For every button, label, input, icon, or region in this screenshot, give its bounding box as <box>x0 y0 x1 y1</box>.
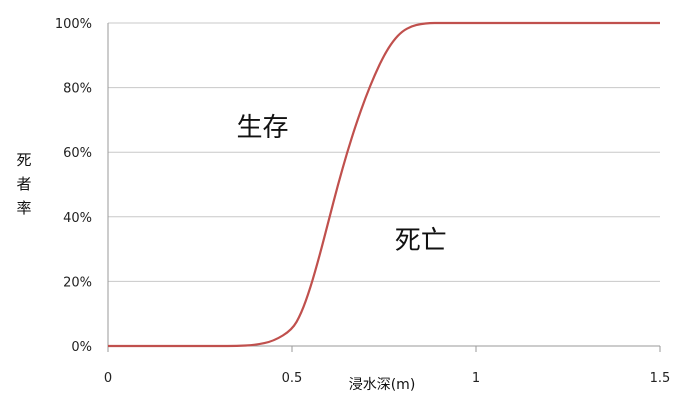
y-tick-label: 100% <box>55 17 92 32</box>
y-tick-label: 0% <box>71 340 92 355</box>
y-tick-label: 60% <box>63 146 92 161</box>
series-layer <box>108 21 660 348</box>
axes <box>107 23 661 352</box>
y-axis-title-char: 死 <box>16 151 31 169</box>
y-tick-label: 80% <box>63 82 92 97</box>
x-tick-label: 0.5 <box>282 371 303 386</box>
tick-labels: 0% 20% 40% 60% 80% 100% 0 0.5 1 1.5 <box>55 17 671 386</box>
x-tick-label: 0 <box>104 371 112 386</box>
y-axis-title-char: 者 <box>16 175 31 193</box>
y-tick-label: 40% <box>63 211 92 226</box>
x-tick-label: 1.5 <box>650 371 671 386</box>
grid-lines <box>108 22 660 282</box>
annotation-label: 生存 <box>237 113 289 143</box>
annotation-label: 死亡 <box>395 226 447 256</box>
x-tick-label: 1 <box>472 371 480 386</box>
y-axis-title-char: 率 <box>16 199 31 217</box>
y-axis-title: 死者率 <box>16 151 31 217</box>
x-axis-title: 浸水深(m) <box>349 377 416 393</box>
series-line <box>108 21 660 348</box>
y-tick-label: 20% <box>63 275 92 290</box>
